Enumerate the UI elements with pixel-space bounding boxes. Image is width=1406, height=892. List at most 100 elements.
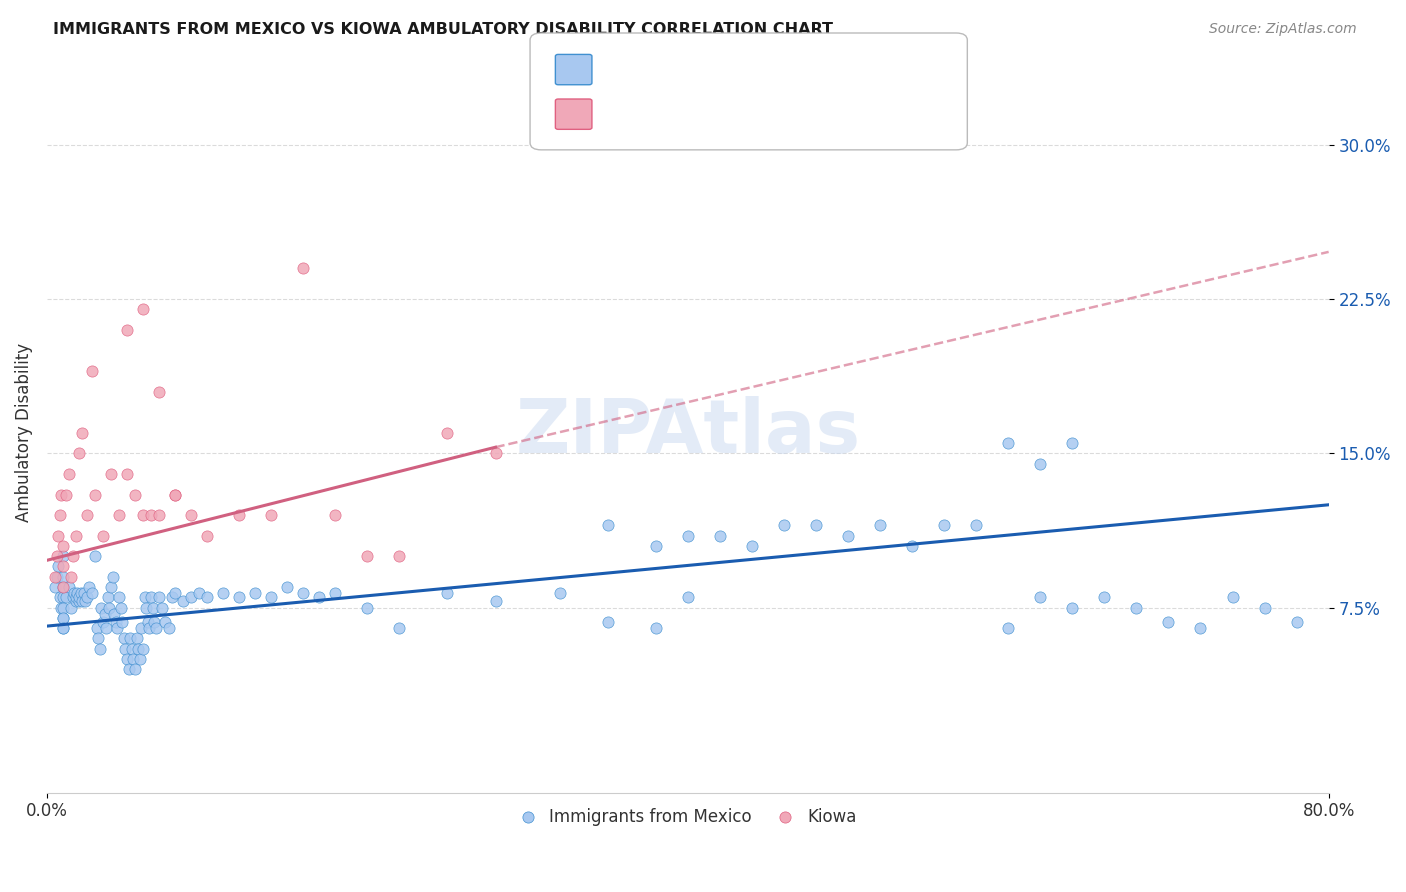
- Point: [1062, 600, 1084, 615]
- Point: [97, 591, 120, 605]
- Legend: Immigrants from Mexico, Kiowa: Immigrants from Mexico, Kiowa: [510, 800, 865, 835]
- Point: [143, 615, 166, 629]
- Point: [356, 600, 378, 615]
- Point: [804, 518, 827, 533]
- Point: [388, 549, 411, 564]
- Point: [63, 586, 86, 600]
- Point: [103, 607, 125, 621]
- Point: [136, 615, 159, 629]
- Point: [596, 615, 619, 629]
- Point: [292, 261, 315, 276]
- Point: [80, 364, 103, 378]
- Point: [67, 594, 90, 608]
- Point: [115, 652, 138, 666]
- Point: [75, 594, 97, 608]
- Point: [676, 591, 699, 605]
- Point: [105, 621, 128, 635]
- Point: [212, 586, 235, 600]
- Point: [124, 662, 146, 676]
- Point: [484, 594, 506, 608]
- Point: [52, 559, 75, 574]
- Point: [96, 621, 118, 635]
- Point: [67, 446, 90, 460]
- Point: [111, 615, 134, 629]
- Text: N =: N =: [735, 103, 775, 120]
- Point: [110, 600, 132, 615]
- Point: [65, 591, 87, 605]
- Point: [87, 632, 110, 646]
- Point: [86, 621, 108, 635]
- Point: [52, 621, 75, 635]
- Point: [644, 621, 666, 635]
- Point: [77, 580, 100, 594]
- Point: [52, 591, 75, 605]
- Point: [243, 586, 266, 600]
- Point: [276, 580, 298, 594]
- Point: [260, 591, 283, 605]
- Point: [91, 615, 114, 629]
- Point: [65, 594, 87, 608]
- Point: [260, 508, 283, 522]
- Point: [89, 641, 111, 656]
- Point: [165, 586, 187, 600]
- Point: [869, 518, 891, 533]
- Point: [108, 591, 131, 605]
- Point: [142, 600, 165, 615]
- Point: [52, 570, 75, 584]
- Point: [901, 539, 924, 553]
- Text: ZIPAtlas: ZIPAtlas: [515, 396, 860, 469]
- Point: [121, 641, 143, 656]
- Point: [76, 591, 98, 605]
- Point: [66, 586, 89, 600]
- Point: [356, 549, 378, 564]
- Point: [773, 518, 796, 533]
- Point: [172, 594, 194, 608]
- Point: [100, 467, 122, 481]
- Text: 0.180: 0.180: [651, 103, 702, 120]
- Point: [148, 508, 170, 522]
- Point: [436, 425, 458, 440]
- Text: N =: N =: [735, 58, 775, 76]
- Text: IMMIGRANTS FROM MEXICO VS KIOWA AMBULATORY DISABILITY CORRELATION CHART: IMMIGRANTS FROM MEXICO VS KIOWA AMBULATO…: [53, 22, 834, 37]
- Point: [44, 580, 66, 594]
- Point: [52, 611, 75, 625]
- Point: [308, 591, 330, 605]
- Point: [55, 591, 77, 605]
- Point: [1157, 615, 1180, 629]
- Point: [115, 323, 138, 337]
- Point: [323, 508, 346, 522]
- Point: [932, 518, 955, 533]
- Point: [62, 591, 84, 605]
- Point: [160, 591, 183, 605]
- Point: [1062, 436, 1084, 450]
- Point: [195, 591, 218, 605]
- Text: R =: R =: [600, 58, 640, 76]
- Point: [51, 487, 73, 501]
- Point: [195, 528, 218, 542]
- Point: [108, 508, 131, 522]
- Point: [709, 528, 731, 542]
- Point: [388, 621, 411, 635]
- Point: [132, 508, 155, 522]
- Point: [52, 580, 75, 594]
- Point: [148, 384, 170, 399]
- Text: R =: R =: [600, 103, 640, 120]
- Point: [676, 528, 699, 542]
- Point: [70, 594, 93, 608]
- Point: [52, 600, 75, 615]
- Point: [596, 518, 619, 533]
- Point: [145, 621, 167, 635]
- Point: [58, 580, 80, 594]
- Point: [67, 591, 90, 605]
- Point: [46, 559, 69, 574]
- Point: [52, 611, 75, 625]
- Point: [48, 508, 70, 522]
- Point: [157, 621, 180, 635]
- Point: [93, 607, 115, 621]
- Point: [45, 570, 67, 584]
- Point: [548, 586, 571, 600]
- Text: Source: ZipAtlas.com: Source: ZipAtlas.com: [1209, 22, 1357, 37]
- Point: [112, 632, 135, 646]
- Point: [120, 632, 142, 646]
- Point: [122, 652, 145, 666]
